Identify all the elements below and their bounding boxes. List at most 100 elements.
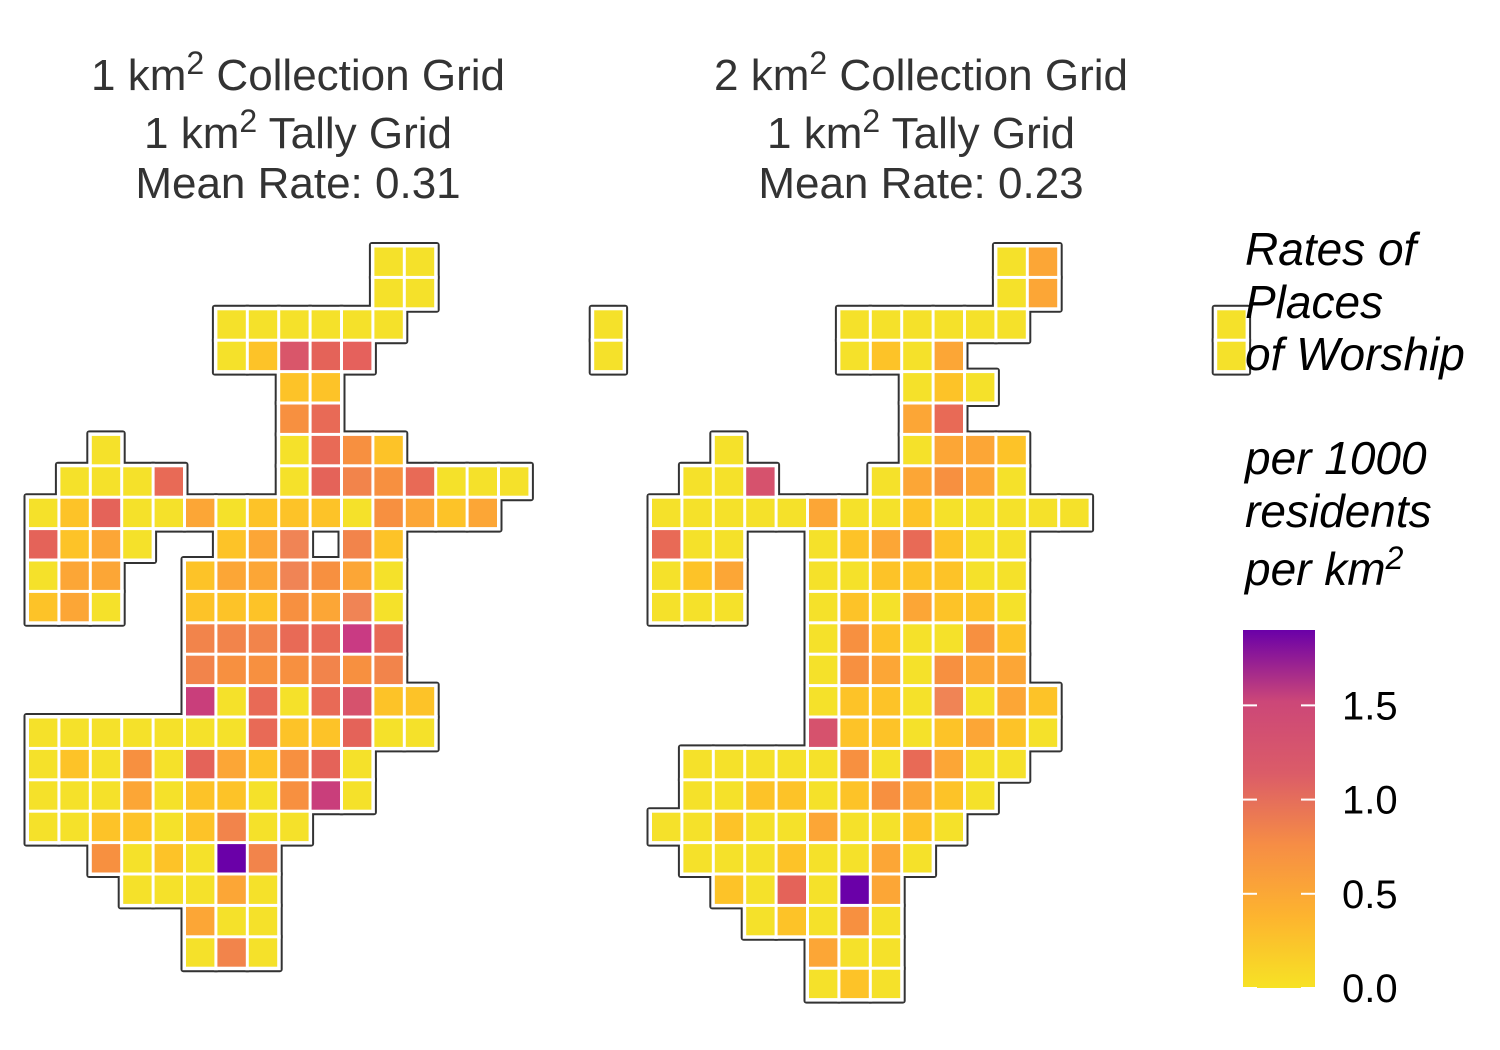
grid-cell [311,749,340,779]
grid-panel-1 [23,242,629,973]
grid-cell [809,718,838,747]
grid-cell [154,812,183,842]
grid-cell [903,373,932,402]
grid-cell [809,624,838,653]
grid-cell [217,655,246,685]
grid-cell [60,592,89,622]
grid-cell [154,781,183,810]
grid-cell [934,467,963,496]
grid-cell [91,530,121,559]
legend-tick-label: 1.0 [1342,779,1398,823]
grid-cell [934,687,963,716]
grid-cell [91,844,121,873]
grid-cell [280,467,309,496]
grid-cell [186,624,215,653]
grid-cell [343,341,372,371]
grid-cell [311,561,340,590]
grid-cell [871,844,901,873]
grid-cell [997,435,1026,465]
grid-cell [1028,718,1058,747]
grid-cell [217,592,246,622]
grid-cell [311,498,340,528]
grid-cell [997,530,1026,559]
grid-cell [809,498,838,528]
grid-panel-2 [646,242,1252,1004]
grid-cell [29,530,58,559]
grid-cell [154,749,183,779]
grid-cell [217,938,246,967]
grid-cell [809,906,838,936]
grid-cell [374,498,403,528]
grid-cell [29,592,58,622]
grid-cell [311,467,340,496]
grid-cell [809,844,838,873]
grid-cell [311,341,340,371]
grid-cell [186,781,215,810]
grid-cell [343,655,372,685]
grid-cell [997,687,1026,716]
grid-cell [468,498,497,528]
grid-cell [91,718,121,747]
grid-cell [997,655,1026,685]
grid-cell [343,781,372,810]
grid-cell [903,655,932,685]
grid-cell [997,718,1026,747]
grid-cell [248,341,278,371]
grid-cell [840,561,869,590]
grid-cell [1028,687,1058,716]
grid-cell [343,467,372,496]
grid-cell [343,561,372,590]
grid-cell [248,749,278,779]
grid-cell [248,906,278,936]
grid-cell [903,498,932,528]
grid-cell [903,404,932,433]
grid-cell [934,404,963,433]
grid-cell [840,812,869,842]
grid-cell [311,781,340,810]
grid-cell [311,373,340,402]
grid-cell [280,561,309,590]
grid-cell [966,498,995,528]
grid-cell [154,718,183,747]
grid-cell [123,498,152,528]
grid-cell [91,812,121,842]
grid-cell [997,498,1026,528]
grid-cell [280,530,309,559]
grid-cell [652,592,681,622]
grid-cell [714,781,744,810]
grid-cell [217,844,246,873]
grid-cell [248,718,278,747]
grid-cell [714,561,744,590]
grid-cell [809,969,838,999]
grid-cell [594,310,623,339]
grid-cell [934,561,963,590]
grid-cell [280,373,309,402]
grid-cell [280,781,309,810]
grid-cell [311,404,340,433]
grid-cell [746,498,775,528]
grid-cell [934,781,963,810]
grid-cell [374,247,403,276]
grid-cell [840,844,869,873]
grid-cell [343,310,372,339]
panel-1-title-line-3: Mean Rate: 0.31 [135,159,460,208]
grid-cell [154,498,183,528]
grid-cell [60,749,89,779]
grid-cell [934,624,963,653]
grid-cell [248,875,278,904]
panel-2-title-line-1: 2 km2 Collection Grid [714,45,1128,100]
grid-cell [714,875,744,904]
grid-cell [903,435,932,465]
grid-cell [777,781,806,810]
grid-cell [840,718,869,747]
grid-cell [840,938,869,967]
grid-cell [997,247,1026,276]
grid-cell [123,467,152,496]
grid-cell [60,718,89,747]
grid-cell [1060,498,1089,528]
grid-cell [683,781,712,810]
grid-cell [468,467,497,496]
grid-cell [217,498,246,528]
grid-cell [186,561,215,590]
